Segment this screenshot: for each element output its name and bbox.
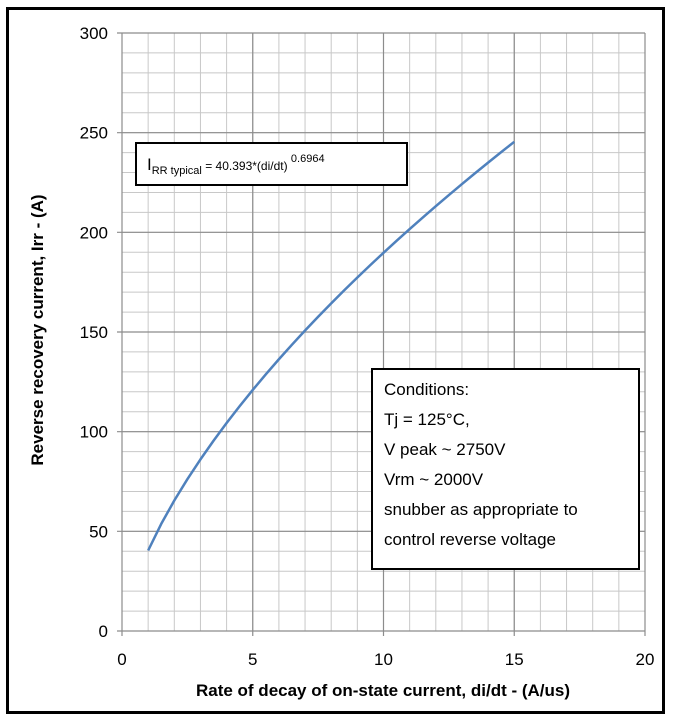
y-tick-label: 200 [80, 223, 108, 242]
x-tick-label: 15 [505, 650, 524, 669]
formula-subscript: RR typical [152, 165, 202, 177]
y-tick-labels: 0 50 100 150 200 250 300 [80, 24, 108, 641]
formula-text: IRR typical = 40.393*(di/dt) 0.6964 [147, 153, 325, 177]
x-tick-labels: 0 5 10 15 20 [117, 650, 654, 669]
conditions-line-2: Tj = 125°C, [384, 410, 470, 429]
formula-box [135, 142, 408, 186]
chart-frame [6, 7, 665, 714]
formula-body: = 40.393*(di/dt) [202, 159, 291, 173]
y-tick-label: 100 [80, 423, 108, 442]
conditions-line-6: control reverse voltage [384, 530, 556, 549]
x-tick-label: 20 [636, 650, 655, 669]
conditions-line-1: Conditions: [384, 380, 469, 399]
y-tick-label: 0 [99, 622, 108, 641]
x-axis-title: Rate of decay of on-state current, di/dt… [196, 681, 570, 700]
formula-annotation: IRR typical = 40.393*(di/dt) 0.6964 [135, 142, 408, 186]
series-layer [147, 140, 516, 552]
y-axis-title: Reverse recovery current, Irr - (A) [28, 194, 47, 465]
x-tick-label: 5 [248, 650, 257, 669]
x-tick-label: 10 [374, 650, 393, 669]
conditions-line-3: V peak ~ 2750V [384, 440, 506, 459]
conditions-line-5: snubber as appropriate to [384, 500, 578, 519]
y-tick-label: 50 [89, 522, 108, 541]
series-line [147, 140, 516, 552]
y-tick-label: 150 [80, 323, 108, 342]
conditions-annotation: Conditions: Tj = 125°C, V peak ~ 2750V V… [371, 368, 640, 570]
formula-exponent: 0.6964 [291, 153, 325, 165]
formula-base: I [147, 155, 152, 174]
x-tick-label: 0 [117, 650, 126, 669]
y-tick-label: 250 [80, 124, 108, 143]
y-tick-label: 300 [80, 24, 108, 43]
conditions-box [371, 368, 640, 570]
conditions-line-4: Vrm ~ 2000V [384, 470, 484, 489]
